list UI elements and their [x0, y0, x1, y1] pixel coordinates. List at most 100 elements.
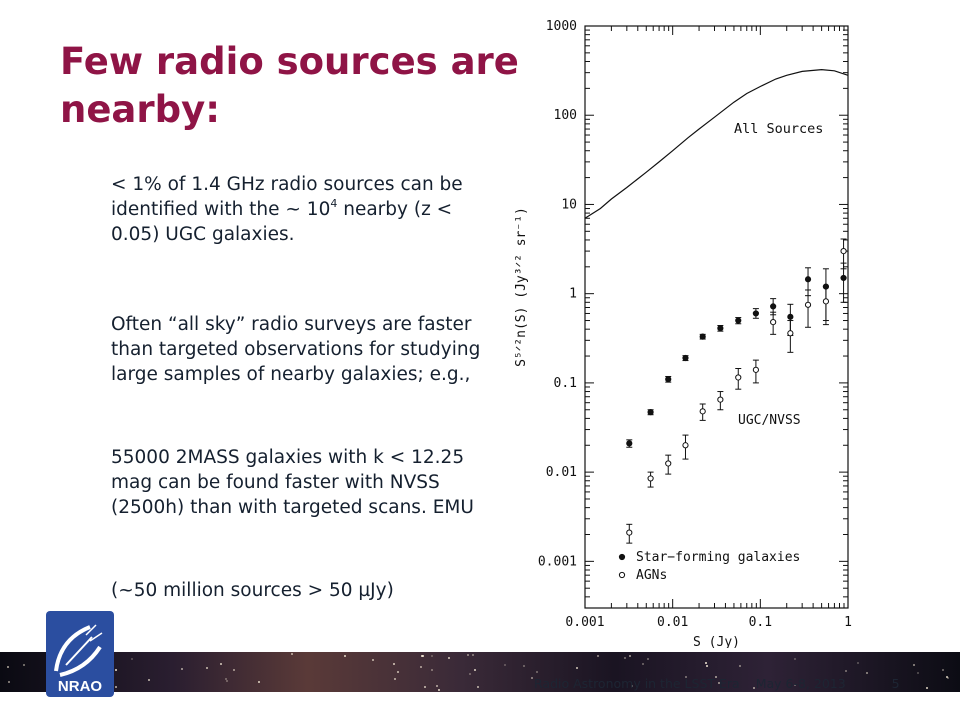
logo-text: NRAO — [58, 678, 102, 695]
nrao-logo-icon: NRAO — [46, 611, 114, 697]
legend-marker-star-forming — [618, 553, 626, 561]
y-tick-label: 100 — [554, 108, 577, 123]
star-speck — [472, 653, 475, 656]
star-speck — [180, 667, 183, 670]
star-speck — [392, 662, 395, 665]
x-tick-label: 0.1 — [749, 615, 772, 630]
star-speck — [631, 685, 634, 688]
y-tick-label: 10 — [561, 197, 577, 212]
point-agn — [699, 408, 706, 415]
body-paragraph-2mass: 55000 2MASS galaxies with k < 12.25 mag … — [111, 447, 474, 518]
star-speck — [535, 670, 538, 673]
point-star-forming — [752, 310, 759, 317]
series-line-all-sources — [584, 68, 849, 219]
chart-labels: 0.001 0.01 0.1 1 0.001 0.01 0.1 1 10 100 1000 S (Jy… — [514, 19, 852, 648]
y-tick-label: 1 — [569, 287, 577, 302]
point-agn — [840, 248, 847, 255]
star-speck — [685, 676, 688, 679]
point-star-forming — [647, 409, 654, 416]
star-speck — [794, 658, 796, 661]
y-tick-label: 0.01 — [546, 465, 577, 480]
star-speck — [430, 655, 433, 658]
point-star-forming — [665, 376, 672, 383]
point-star-forming — [682, 354, 689, 362]
star-speck — [448, 656, 451, 659]
star-speck — [706, 664, 709, 667]
star-speck — [576, 667, 579, 670]
star-speck — [438, 688, 441, 691]
point-star-forming — [699, 333, 706, 340]
point-agn — [770, 319, 777, 326]
star-speck — [397, 670, 400, 673]
footer-date: May 6-8, 2013 — [755, 676, 846, 691]
star-speck — [6, 665, 9, 668]
star-speck — [258, 681, 261, 684]
source-counts-chart: 0.001 0.01 0.1 1 0.001 0.01 0.1 1 10 100 1000 S (Jy… — [514, 19, 852, 648]
star-speck — [224, 677, 227, 680]
para1-superscript: 4 — [330, 197, 338, 210]
point-agn — [682, 442, 689, 449]
body-paragraph-uncommon-sources: < 1% of 1.4 GHz radio sources can be ide… — [111, 172, 481, 247]
star-speck — [942, 668, 945, 671]
star-speck — [946, 676, 949, 679]
point-agn — [626, 529, 633, 536]
x-tick-label: 0.01 — [657, 615, 688, 630]
star-speck — [917, 671, 920, 674]
star-speck — [845, 669, 848, 672]
x-tick-label: 0.001 — [565, 615, 604, 630]
footer-event: Radio Astronomy in the LSST Era — [534, 676, 740, 691]
star-speck — [476, 686, 479, 689]
star-speck — [466, 654, 469, 657]
star-speck — [794, 684, 797, 687]
y-tick-label: 0.001 — [538, 554, 577, 569]
star-speck — [436, 685, 439, 688]
star-speck — [628, 654, 631, 657]
para1-text-a: < 1% of 1.4 GHz radio sources can be ide… — [111, 174, 463, 220]
star-speck — [205, 666, 208, 669]
star-speck — [424, 685, 427, 688]
x-axis-label: S (Jy) — [693, 635, 740, 648]
point-agn — [752, 366, 759, 373]
footer-banner-starfield — [0, 652, 960, 692]
point-star-forming — [770, 303, 777, 310]
star-speck — [114, 686, 117, 689]
star-speck — [226, 680, 229, 683]
star-speck — [147, 678, 150, 681]
star-speck — [371, 658, 374, 661]
body-paragraph-surveys: Often “all sky” radio surveys are faster… — [111, 314, 481, 385]
star-speck — [220, 663, 223, 666]
star-speck — [642, 662, 645, 665]
y-tick-label: 0.1 — [554, 376, 577, 391]
point-agn — [717, 396, 724, 403]
y-axis-label: S⁵ᐟ²n(S) (Jy³ᐟ² sr⁻¹) — [514, 207, 529, 367]
star-speck — [530, 676, 533, 679]
slide-title: Few radio sources are nearby: — [60, 40, 519, 131]
page-number: 5 — [891, 676, 900, 691]
star-speck — [290, 653, 293, 656]
star-speck — [130, 658, 133, 661]
chart-marks — [584, 68, 849, 579]
star-speck — [752, 686, 755, 689]
body-paragraph-emu: (~50 million sources > 50 µJy) — [111, 580, 394, 601]
point-star-forming — [787, 313, 794, 320]
annotation-ugc-nvss: UGC/NVSS — [738, 413, 801, 428]
star-speck — [866, 672, 869, 675]
star-speck — [704, 662, 707, 665]
star-speck — [504, 663, 507, 666]
legend-marker-agn — [618, 571, 626, 579]
point-star-forming — [735, 317, 742, 324]
star-speck — [23, 664, 26, 667]
point-star-forming — [717, 325, 724, 332]
star-speck — [647, 658, 650, 661]
star-speck — [717, 681, 720, 684]
star-speck — [420, 654, 423, 657]
legend-label: AGNs — [636, 568, 667, 583]
star-speck — [738, 665, 741, 668]
chart-axes — [584, 25, 849, 609]
star-speck — [233, 668, 236, 671]
star-speck — [925, 687, 928, 690]
star-speck — [624, 657, 627, 660]
point-agn — [787, 330, 794, 337]
star-speck — [8, 680, 11, 683]
x-tick-label: 1 — [844, 615, 852, 630]
